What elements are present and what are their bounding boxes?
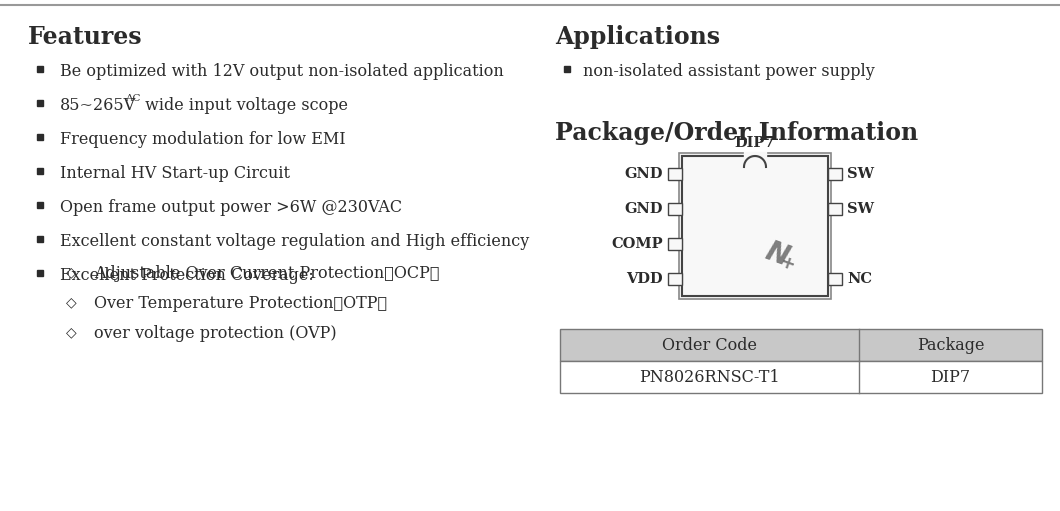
Text: SW: SW [847, 201, 874, 216]
Bar [828, 168, 842, 179]
Text: NC: NC [847, 271, 872, 286]
Text: Frequency modulation for low EMI: Frequency modulation for low EMI [60, 131, 346, 148]
Text: wide input voltage scope: wide input voltage scope [140, 97, 348, 114]
Bar [560, 361, 1042, 393]
Text: Package: Package [917, 337, 984, 354]
Bar [668, 168, 682, 179]
Text: ◇: ◇ [66, 325, 76, 339]
Text: Excellent constant voltage regulation and High efficiency: Excellent constant voltage regulation an… [60, 233, 529, 250]
Bar [828, 202, 842, 215]
Text: non-isolated assistant power supply: non-isolated assistant power supply [583, 63, 874, 80]
Text: over voltage protection (OVP): over voltage protection (OVP) [94, 325, 337, 342]
Text: ◇: ◇ [66, 265, 76, 279]
Text: 85~265V: 85~265V [60, 97, 136, 114]
Text: VDD: VDD [626, 271, 662, 286]
Text: COMP: COMP [612, 237, 662, 250]
Text: Internal HV Start-up Circuit: Internal HV Start-up Circuit [60, 165, 290, 182]
Text: Features: Features [28, 25, 143, 49]
Bar [668, 238, 682, 249]
Text: Open frame output power >6W @230VAC: Open frame output power >6W @230VAC [60, 199, 402, 216]
Text: GND: GND [624, 167, 662, 180]
Bar [682, 156, 828, 296]
Bar [560, 329, 1042, 361]
Text: Order Code: Order Code [661, 337, 757, 354]
Text: N: N [761, 237, 793, 271]
Text: Package/Order Information: Package/Order Information [555, 121, 918, 145]
Text: Adjustable Over Current Protection（OCP）: Adjustable Over Current Protection（OCP） [94, 265, 440, 282]
Text: SW: SW [847, 167, 874, 180]
Text: Excellent Protection Coverage:: Excellent Protection Coverage: [60, 267, 314, 284]
Text: Applications: Applications [555, 25, 720, 49]
Text: GND: GND [624, 201, 662, 216]
Text: PN8026RNSC-T1: PN8026RNSC-T1 [639, 368, 780, 385]
Bar [668, 272, 682, 285]
Bar [828, 272, 842, 285]
Text: Be optimized with 12V output non-isolated application: Be optimized with 12V output non-isolate… [60, 63, 504, 80]
Text: DIP7: DIP7 [931, 368, 971, 385]
Text: Over Temperature Protection（OTP）: Over Temperature Protection（OTP） [94, 295, 387, 312]
Text: AC: AC [125, 94, 141, 103]
Bar [668, 202, 682, 215]
Text: DIP7: DIP7 [735, 136, 775, 150]
Text: ◇: ◇ [66, 295, 76, 309]
Text: +: + [777, 253, 797, 275]
Bar [679, 153, 831, 299]
